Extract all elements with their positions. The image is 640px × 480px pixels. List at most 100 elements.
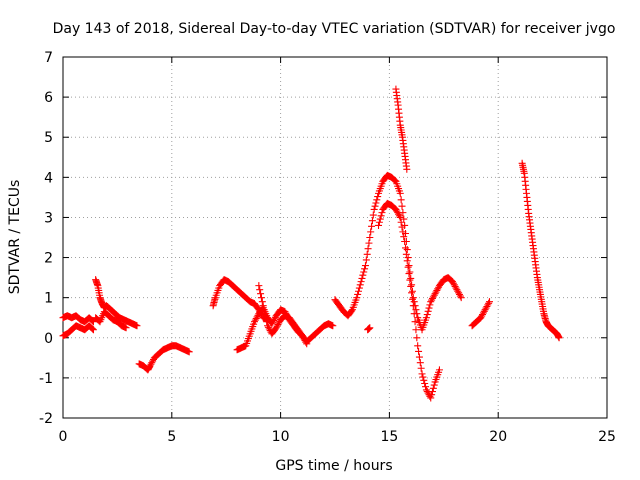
data-point <box>393 207 401 215</box>
series-arc-2 <box>92 276 141 330</box>
data-point <box>146 362 154 370</box>
data-point <box>252 315 260 323</box>
data-point <box>485 299 493 307</box>
data-point <box>149 357 157 365</box>
data-point <box>424 307 432 315</box>
data-point <box>432 288 440 296</box>
data-point <box>366 234 374 241</box>
data-point <box>273 322 281 330</box>
series-arc-7 <box>468 298 493 330</box>
data-point <box>406 276 414 284</box>
data-point <box>271 315 279 323</box>
data-point <box>374 193 382 201</box>
series-arc-3 <box>135 342 193 374</box>
y-tick-label: 0 <box>44 331 53 347</box>
data-point <box>420 376 428 384</box>
y-axis-label: SDTVAR / TECUs <box>7 180 23 295</box>
data-point <box>257 290 265 298</box>
data-point <box>399 228 407 236</box>
data-point <box>477 314 485 322</box>
data-point <box>264 323 272 331</box>
data-point <box>361 262 369 270</box>
x-tick-label: 20 <box>489 429 507 445</box>
data-point <box>400 233 408 241</box>
data-point <box>133 322 141 330</box>
data-point <box>262 314 270 322</box>
data-point <box>274 321 282 329</box>
data-point <box>404 254 412 262</box>
y-tick-label: -1 <box>39 371 53 387</box>
data-point <box>376 215 384 223</box>
data-point <box>264 322 272 330</box>
data-point <box>270 317 278 325</box>
data-point <box>300 335 308 343</box>
data-point <box>414 342 422 350</box>
data-point <box>301 337 309 345</box>
data-point <box>427 298 435 306</box>
data-point <box>395 210 403 218</box>
series-arc-8 <box>518 159 563 342</box>
data-point <box>454 287 462 295</box>
data-point <box>412 326 420 334</box>
data-point <box>401 238 409 246</box>
data-point <box>485 298 493 306</box>
x-tick-label: 10 <box>272 429 290 445</box>
data-point <box>364 245 372 253</box>
y-tick-label: 5 <box>44 130 53 146</box>
data-point <box>449 278 457 286</box>
data-point <box>427 394 435 402</box>
data-point <box>421 380 429 388</box>
data-point <box>263 318 271 326</box>
data-point <box>355 284 363 292</box>
data-point <box>269 318 277 326</box>
data-point <box>366 324 374 332</box>
data-point <box>348 307 356 315</box>
data-point <box>430 291 438 299</box>
y-tick-label: 3 <box>44 210 53 226</box>
data-point <box>482 304 490 312</box>
data-point <box>408 287 416 295</box>
data-point <box>484 301 492 309</box>
data-point <box>403 165 411 173</box>
y-tick-label: 7 <box>44 50 53 66</box>
data-point <box>358 274 366 282</box>
data-point <box>394 209 402 217</box>
data-point <box>365 239 373 247</box>
x-tick-label: 5 <box>167 429 176 445</box>
data-point <box>251 316 259 324</box>
plot-frame <box>62 56 608 419</box>
data-point <box>298 332 306 340</box>
data-point <box>89 325 97 333</box>
data-point <box>404 263 412 271</box>
data-point <box>353 294 361 302</box>
data-point <box>479 309 487 317</box>
data-point <box>355 287 363 295</box>
data-point <box>457 294 465 302</box>
data-point <box>452 284 460 292</box>
x-tick-label: 15 <box>380 429 398 445</box>
series-arc-5b <box>255 282 311 348</box>
data-point <box>391 177 399 185</box>
data-point <box>356 281 364 289</box>
series-arc-1a <box>59 312 97 326</box>
data-point <box>424 389 432 397</box>
series-arc-6c <box>392 85 411 173</box>
data-point <box>435 366 443 374</box>
data-point <box>299 333 307 341</box>
data-point <box>413 334 421 342</box>
data-point <box>259 302 267 310</box>
data-point <box>253 313 261 321</box>
data-point <box>257 294 265 302</box>
data-point <box>89 317 97 325</box>
data-point <box>425 304 433 312</box>
data-point <box>390 176 398 184</box>
data-point <box>422 314 430 322</box>
data-point <box>396 189 404 197</box>
data-point <box>418 370 426 378</box>
data-point <box>455 290 463 298</box>
data-point <box>373 196 381 204</box>
data-point <box>415 347 423 355</box>
series-arc-6b <box>375 199 443 402</box>
data-point <box>377 212 385 220</box>
